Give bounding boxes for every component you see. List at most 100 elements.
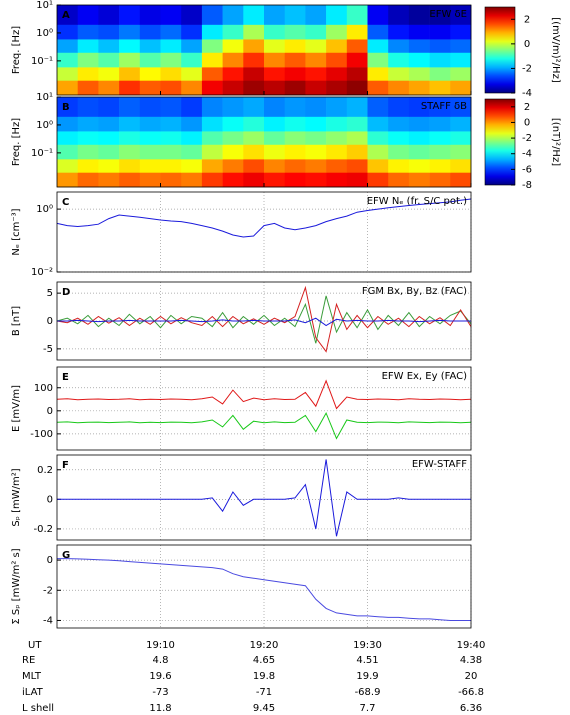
heatmap-cell xyxy=(346,24,368,40)
x-tick-label: 19:10 xyxy=(146,640,175,651)
heatmap-cell xyxy=(77,172,99,188)
heatmap-cell xyxy=(139,24,161,40)
y-axis-label: E [mV/m] xyxy=(11,385,22,432)
heatmap-cell xyxy=(243,39,265,53)
panel-annotation: EFW δE xyxy=(429,9,467,20)
colorbar-tick-label: -2 xyxy=(522,63,532,74)
heatmap-cell xyxy=(450,67,472,81)
ephemeris-label: iLAT xyxy=(22,687,44,698)
heatmap-cell xyxy=(98,39,120,53)
heatmap-cell xyxy=(408,116,430,132)
panel-letter: A xyxy=(62,10,70,21)
heatmap-cell xyxy=(77,131,99,145)
heatmap-cell xyxy=(346,116,368,132)
heatmap-cell xyxy=(181,159,203,173)
heatmap-cell xyxy=(119,172,141,188)
heatmap-cell xyxy=(181,172,203,188)
heatmap-cell xyxy=(222,80,244,96)
heatmap-cell xyxy=(388,116,410,132)
heatmap-cell xyxy=(408,144,430,160)
y-tick-label: 10⁻² xyxy=(31,267,53,278)
heatmap-cell xyxy=(57,67,78,81)
heatmap-cell xyxy=(346,52,368,68)
heatmap-cell xyxy=(408,172,430,188)
y-tick-label: 0 xyxy=(47,555,53,566)
heatmap-cell xyxy=(160,67,182,81)
heatmap-cell xyxy=(139,39,161,53)
heatmap-cell xyxy=(98,131,120,145)
colorbar-tick-label: -6 xyxy=(522,164,532,175)
heatmap-cell xyxy=(98,52,120,68)
heatmap-cell xyxy=(181,144,203,160)
y-tick-label: 100 xyxy=(34,383,53,394)
heatmap-cell xyxy=(429,144,451,160)
panel-letter: C xyxy=(62,197,69,208)
heatmap-cell xyxy=(201,80,223,96)
heatmap-cell xyxy=(77,5,99,25)
heatmap-cell xyxy=(450,159,472,173)
heatmap-cell xyxy=(243,131,265,145)
ephemeris-value: 19.8 xyxy=(253,671,275,682)
heatmap-cell xyxy=(346,159,368,173)
heatmap-cell xyxy=(57,39,78,53)
panel: 100 0 -100 E EFW Ex, Ey (FAC) E [mV/m] xyxy=(11,366,472,451)
heatmap-cell xyxy=(57,131,78,145)
colorbar-label: [(nT)²/Hz] xyxy=(550,118,561,166)
colorbar xyxy=(484,6,516,94)
panel-letter: G xyxy=(62,550,70,561)
heatmap-cell xyxy=(119,39,141,53)
ephemeris-value: -71 xyxy=(256,687,272,698)
heatmap-cell xyxy=(264,116,285,132)
heatmap-cell xyxy=(201,24,223,40)
y-axis-label: Sₚ [mW/m²] xyxy=(11,468,22,526)
heatmap-cell xyxy=(201,144,223,160)
heatmap-cell xyxy=(160,39,182,53)
heatmap-cell xyxy=(57,144,78,160)
heatmap-cell xyxy=(429,39,451,53)
heatmap-cell xyxy=(367,24,389,40)
y-tick-label: 0.2 xyxy=(37,465,53,476)
heatmap-cell xyxy=(284,97,306,117)
heatmap-cell xyxy=(57,5,78,25)
x-tick-label: 19:40 xyxy=(457,640,486,651)
y-tick-label: 10¹ xyxy=(36,0,53,11)
y-tick-label: -0.2 xyxy=(33,524,53,535)
heatmap-cell xyxy=(181,67,203,81)
heatmap-cell xyxy=(243,24,265,40)
heatmap-cell xyxy=(346,97,368,117)
heatmap-cell xyxy=(201,52,223,68)
heatmap-cell xyxy=(181,80,203,96)
heatmap-cell xyxy=(284,5,306,25)
heatmap-cell xyxy=(367,67,389,81)
heatmap-cell xyxy=(119,5,141,25)
heatmap-cell xyxy=(98,5,120,25)
heatmap-cell xyxy=(429,24,451,40)
heatmap-cell xyxy=(264,159,285,173)
heatmap-cell xyxy=(139,80,161,96)
heatmap-cell xyxy=(429,67,451,81)
heatmap-cell xyxy=(408,39,430,53)
y-tick-label: 10⁻¹ xyxy=(31,56,53,67)
heatmap-cell xyxy=(284,24,306,40)
heatmap-cell xyxy=(264,97,285,117)
heatmap-cell xyxy=(326,52,348,68)
panel: 10⁰ 10⁻² C EFW Nₑ (fr. S/C pot.) Nₑ [cm⁻³] xyxy=(11,191,472,278)
panel-annotation: EFW Nₑ (fr. S/C pot.) xyxy=(367,196,467,207)
ephemeris-value: 6.36 xyxy=(460,703,482,714)
heatmap-cell xyxy=(264,5,285,25)
heatmap-cell xyxy=(243,159,265,173)
heatmap-cell xyxy=(450,24,472,40)
heatmap-cell xyxy=(243,144,265,160)
heatmap-cell xyxy=(160,5,182,25)
heatmap-cell xyxy=(388,52,410,68)
ephemeris-value: 19.6 xyxy=(149,671,171,682)
heatmap-cell xyxy=(201,97,223,117)
data-line xyxy=(56,411,472,440)
heatmap-cell xyxy=(77,24,99,40)
heatmap-cell xyxy=(243,52,265,68)
heatmap-cell xyxy=(243,5,265,25)
panel-annotation: EFW-STAFF xyxy=(412,459,467,470)
heatmap-cell xyxy=(119,67,141,81)
panel-annotation: EFW Ex, Ey (FAC) xyxy=(382,371,468,382)
heatmap-cell xyxy=(119,144,141,160)
